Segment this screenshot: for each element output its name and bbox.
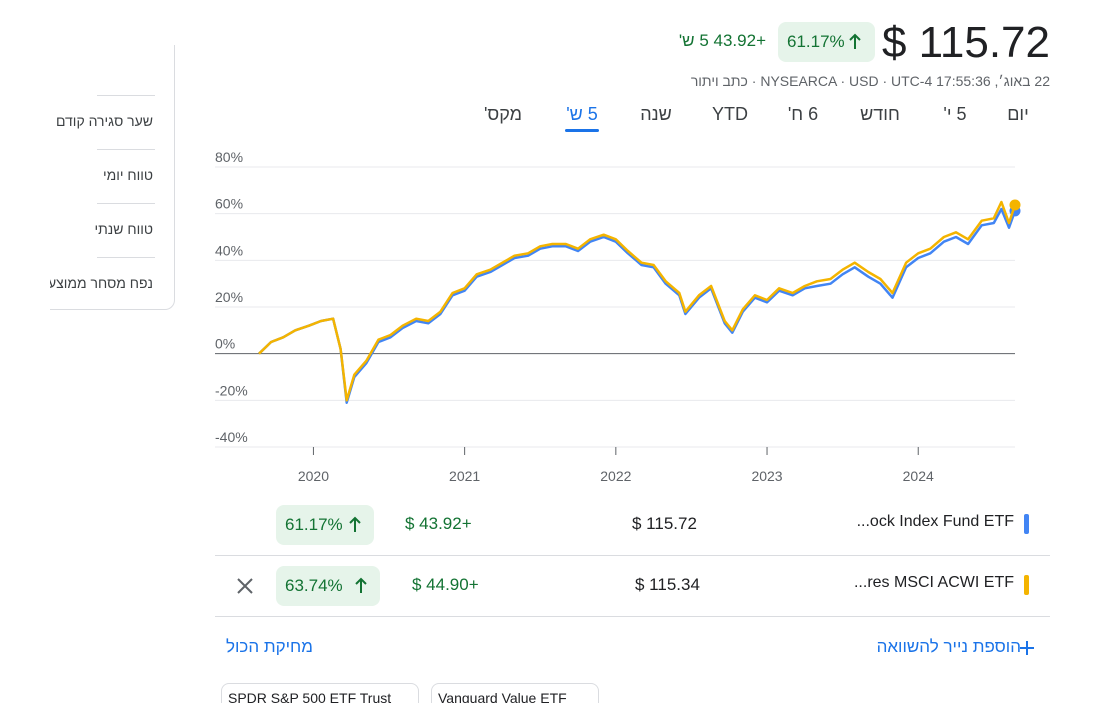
- change: +43.92 5 ש': [678, 31, 766, 50]
- y-tick-label: 40%: [215, 242, 243, 258]
- plus-icon: [1020, 641, 1034, 655]
- sidebar-label: טווח יומי: [102, 167, 153, 183]
- sidebar-divider: [97, 149, 155, 150]
- suggestion-chip[interactable]: SPDR S&P 500 ETF Trust: [221, 683, 419, 703]
- x-tick-label: 2023: [751, 468, 782, 484]
- y-tick-label: 60%: [215, 196, 243, 212]
- row-change-percent: 63.74%: [285, 576, 343, 595]
- change-percent: 61.17%: [787, 32, 845, 51]
- row-name: ...ock Index Fund ETF: [856, 513, 1014, 530]
- series-line: [258, 207, 1017, 404]
- row-chip: 61.17%: [276, 505, 374, 545]
- sidebar-label: שער סגירה קודם: [55, 113, 153, 129]
- active-tab-underline: [565, 129, 599, 132]
- row-color: [1024, 514, 1029, 534]
- x-tick-label: 2020: [298, 468, 329, 484]
- sidebar-divider: [97, 203, 155, 204]
- up-arrow: [349, 516, 361, 532]
- y-tick-label: 20%: [215, 289, 243, 305]
- row-price: $ 115.72: [632, 514, 697, 533]
- y-tick-label: 80%: [215, 149, 243, 165]
- last-point: [1009, 199, 1021, 211]
- remove-shape: [237, 578, 253, 594]
- range-tab[interactable]: 5 י': [943, 104, 967, 124]
- quote-meta: 22 באוג׳, 17:55:36 NYSEARCA · USD · UTC-…: [690, 73, 1050, 89]
- range-tab[interactable]: יום: [1007, 104, 1029, 124]
- range-tab[interactable]: 6 ח': [787, 104, 819, 124]
- range-tab[interactable]: חודש: [860, 104, 900, 124]
- row-name: ...res MSCI ACWI ETF: [853, 574, 1014, 591]
- range-tab[interactable]: מקס': [483, 104, 523, 124]
- up-arrow: [849, 33, 861, 49]
- suggestion-label: Vanguard Value ETF: [438, 690, 567, 703]
- row-divider: [215, 616, 1050, 617]
- arrow-shape: [355, 577, 367, 593]
- suggestion-chip[interactable]: Vanguard Value ETF: [431, 683, 599, 703]
- chart: -40% -20% 0% 20% 40% 60% 80% 2020 2021 2022 2023 20…: [215, 149, 1021, 484]
- clear-all[interactable]: מחיקת הכול: [226, 637, 313, 656]
- up-arrow: [355, 577, 367, 593]
- row-change: $ 43.92+: [405, 514, 472, 533]
- y-tick-label: -40%: [215, 429, 248, 445]
- y-tick-label: 0%: [215, 336, 235, 352]
- suggestion-label: SPDR S&P 500 ETF Trust: [228, 690, 392, 703]
- row-chip: 63.74%: [276, 566, 380, 606]
- remove-icon: [237, 578, 253, 594]
- sidebar-label: טווח שנתי: [94, 221, 154, 237]
- row-change-percent: 61.17%: [285, 515, 343, 534]
- row-color: [1024, 575, 1029, 595]
- range-tab[interactable]: שנה: [640, 104, 672, 124]
- range-tab[interactable]: 5 ש': [566, 104, 598, 124]
- sidebar-label: נפח מסחר ממוצע: [50, 275, 153, 291]
- change-chip: 61.17%: [778, 22, 875, 62]
- price: $ 115.72: [881, 18, 1050, 67]
- x-tick-label: 2021: [449, 468, 480, 484]
- y-tick-label: -20%: [215, 382, 248, 398]
- row-price: $ 115.34: [635, 575, 700, 594]
- series-line: [258, 200, 1017, 402]
- sidebar-divider: [97, 257, 155, 258]
- x-tick-label: 2022: [600, 468, 631, 484]
- range-tab[interactable]: YTD: [712, 104, 748, 124]
- arrow-shape: [349, 516, 361, 532]
- sidebar-divider: [97, 95, 155, 96]
- row-divider: [215, 555, 1050, 556]
- row-change: $ 44.90+: [412, 575, 479, 594]
- x-tick-label: 2024: [903, 468, 934, 484]
- add-compare[interactable]: הוספת נייר להשוואה: [876, 637, 1021, 656]
- sidebar-panel: שער סגירה קודם טווח יומי טווח שנתי נפח מסחר…: [50, 45, 175, 310]
